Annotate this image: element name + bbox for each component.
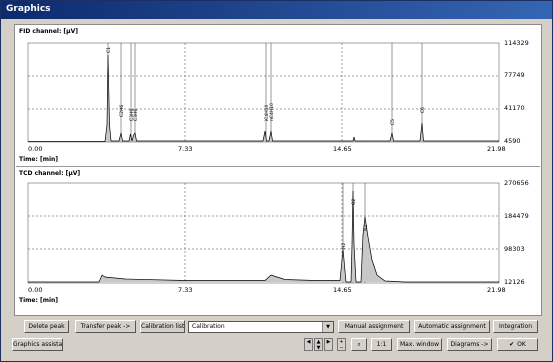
fid-x-tick-0: 0.00 xyxy=(28,145,43,153)
manual-assignment-button[interactable]: Manual assignment xyxy=(338,320,410,333)
fid-marker-lines xyxy=(107,43,423,142)
delete-peak-button[interactable]: Delete peak xyxy=(24,320,69,333)
tcd-y-tick-1: 184479 xyxy=(504,212,529,220)
chevron-down-icon[interactable]: ▼ xyxy=(322,322,333,332)
peak-label: H2 xyxy=(341,243,347,249)
fid-channel-label: FID channel: [µV] xyxy=(19,28,78,35)
fid-y-tick-2: 41170 xyxy=(504,104,525,112)
zoom-stepper[interactable]: + − xyxy=(337,338,346,351)
tcd-x-tick-2: 14.65 xyxy=(333,286,352,294)
plus-minus-icon: + − xyxy=(339,339,344,351)
tcd-peak-labels: H2 O2 N2 xyxy=(341,198,369,249)
fid-y-tick-0: 114329 xyxy=(504,39,529,47)
fid-y-tick-3: 4590 xyxy=(504,137,521,145)
tcd-plot-frame xyxy=(27,182,500,284)
integration-button[interactable]: Integration xyxy=(493,320,538,333)
diagrams-button[interactable]: Diagrams -> xyxy=(447,338,492,351)
fid-chromatogram-plot[interactable]: C1 C2H6 C3H8 C3H6 iC4H10 nC4H10 C5 C6 xyxy=(15,25,541,165)
tcd-gridlines xyxy=(28,183,499,283)
tcd-trace xyxy=(28,190,499,283)
tcd-y-tick-0: 270656 xyxy=(504,179,529,187)
ok-button[interactable]: ✔ OK xyxy=(497,338,538,351)
tcd-x-tick-1: 7.33 xyxy=(178,286,193,294)
automatic-assignment-button[interactable]: Automatic assignment xyxy=(414,320,490,333)
calibration-select-value: Calibration xyxy=(192,323,225,330)
peak-label: C2H6 xyxy=(119,105,125,117)
peak-label: N2 xyxy=(363,225,369,231)
tcd-chromatogram-plot[interactable]: H2 O2 N2 xyxy=(15,165,541,315)
window-title: Graphics xyxy=(6,4,51,14)
chromatogram-panel: FID channel: [µV] C1 C2H6 C3H8 C3H6 iC4H10 xyxy=(14,24,542,316)
title-bar[interactable]: Graphics xyxy=(1,1,552,19)
calibration-select[interactable]: Calibration ▼ xyxy=(188,321,334,333)
magnifier-icon: ⌕ xyxy=(357,341,361,348)
arrow-left-icon: ◀ xyxy=(306,339,311,345)
peak-label: nC4H10 xyxy=(269,103,275,121)
ok-label: OK xyxy=(517,341,526,348)
peak-label: C6 xyxy=(420,107,426,113)
fid-x-tick-1: 7.33 xyxy=(178,145,193,153)
fid-plot-frame xyxy=(27,42,500,143)
peak-label: O2 xyxy=(351,198,357,205)
fid-x-tick-2: 14.65 xyxy=(333,145,352,153)
fid-y-tick-1: 77749 xyxy=(504,71,525,79)
peak-label: C3H8 xyxy=(129,109,135,121)
scroll-vertical-stepper[interactable]: ▲ ▼ xyxy=(314,338,323,351)
tcd-x-tick-0: 0.00 xyxy=(28,286,43,294)
calibration-list-button[interactable]: Calibration list ... xyxy=(140,320,185,333)
fid-x-tick-3: 21.98 xyxy=(487,145,506,153)
peak-label: C3H6 xyxy=(133,109,139,121)
peak-label: C1 xyxy=(106,47,112,53)
tcd-x-tick-3: 21.98 xyxy=(487,286,506,294)
checkmark-icon: ✔ xyxy=(509,341,515,348)
tcd-time-label: Time: [min] xyxy=(19,297,59,304)
tcd-channel-label: TCD channel: [µV] xyxy=(19,170,81,177)
fid-gridlines xyxy=(28,43,499,142)
tcd-y-tick-3: 12126 xyxy=(504,278,525,286)
scroll-left-button[interactable]: ◀ xyxy=(304,338,313,351)
tcd-y-tick-2: 98303 xyxy=(504,245,525,253)
peak-label: iC4H10 xyxy=(264,104,270,121)
fid-trace xyxy=(28,54,499,142)
arrow-right-icon: ▶ xyxy=(326,339,331,345)
scroll-right-button[interactable]: ▶ xyxy=(324,338,333,351)
graphics-assistant-button[interactable]: Graphics assistant xyxy=(12,338,63,351)
zoom-1to1-button[interactable]: 1:1 xyxy=(371,338,392,351)
max-window-button[interactable]: Max. window xyxy=(397,338,442,351)
channel-separator xyxy=(16,166,540,167)
arrow-up-down-icon: ▲ ▼ xyxy=(316,339,321,351)
zoom-button[interactable]: ⌕ xyxy=(351,338,367,351)
fid-time-label: Time: [min] xyxy=(19,156,59,163)
transfer-peak-button[interactable]: Transfer peak -> xyxy=(75,320,136,333)
fid-peak-labels: C1 C2H6 C3H8 C3H6 iC4H10 nC4H10 C5 C6 xyxy=(106,47,426,125)
peak-label: C5 xyxy=(390,119,396,125)
